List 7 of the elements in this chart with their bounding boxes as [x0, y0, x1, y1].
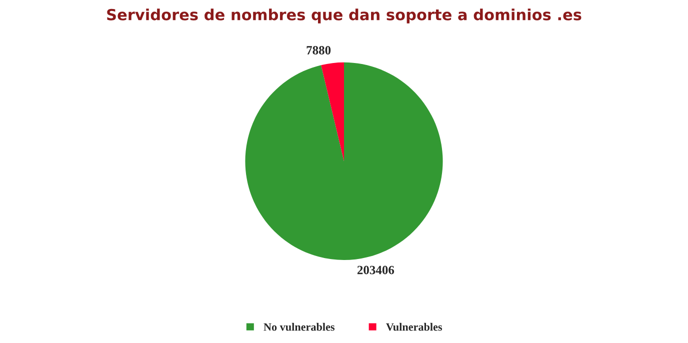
data-label: 7880: [306, 46, 331, 54]
pie-slice: [245, 62, 443, 260]
legend-label: No vulnerables: [264, 322, 335, 331]
legend-label: Vulnerables: [386, 322, 442, 331]
chart-title: Servidores de nombres que dan soporte a dominios .es: [107, 8, 582, 24]
data-label: 203406: [357, 266, 394, 274]
pie-slice: [321, 62, 344, 162]
